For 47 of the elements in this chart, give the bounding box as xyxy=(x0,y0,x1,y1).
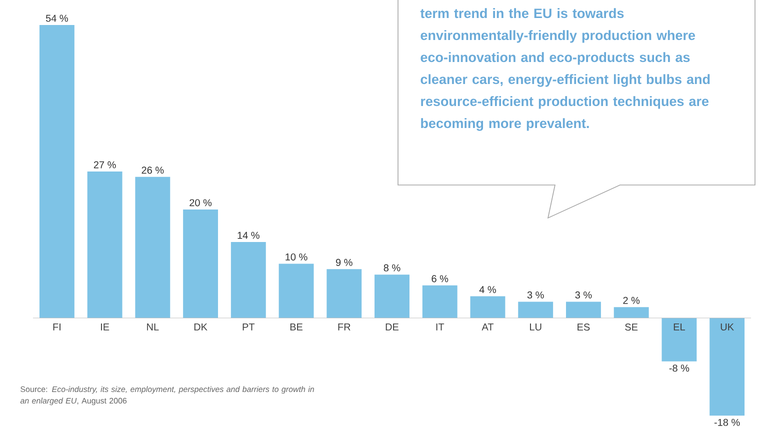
x-tick-label: FI xyxy=(53,324,60,330)
bar xyxy=(230,242,266,318)
data-label: -18 % xyxy=(714,418,740,426)
bar xyxy=(566,302,601,318)
bar xyxy=(135,176,170,318)
data-label: 8 % xyxy=(384,264,400,272)
x-tick-label: IT xyxy=(436,324,444,330)
bar xyxy=(662,318,697,362)
x-tick-label: DE xyxy=(386,324,399,330)
data-label: 9 % xyxy=(336,258,352,266)
x-tick-label: IE xyxy=(101,324,110,330)
data-label: 14 % xyxy=(238,232,260,239)
data-label: 27 % xyxy=(94,161,116,168)
data-label: 20 % xyxy=(190,199,212,206)
bar xyxy=(87,171,122,318)
annotation: term trend in the EU is towards environmentally-friendly production where eco-innovation and eco-products such as cleaner cars, energy-efficient light bulbs and resource-efficient production techniques are becoming more prevalent. xyxy=(420,8,710,131)
x-tick-label: UK xyxy=(720,324,734,330)
bar xyxy=(39,24,74,318)
x-tick-label: SE xyxy=(625,324,638,331)
data-label: 6 % xyxy=(432,275,448,282)
x-tick-label: AT xyxy=(482,324,494,330)
data-label: 2 % xyxy=(623,296,640,304)
data-label: -8 % xyxy=(669,364,690,372)
data-label: 54 % xyxy=(46,14,68,22)
x-tick-label: LU xyxy=(530,324,542,330)
bar xyxy=(614,307,649,318)
bar xyxy=(710,318,745,416)
x-tick-label: BE xyxy=(290,324,303,330)
data-label: 10 % xyxy=(286,253,308,261)
x-tick-label: ES xyxy=(578,324,590,331)
bar xyxy=(278,264,314,318)
data-label: 3 % xyxy=(575,291,592,299)
bar xyxy=(518,302,554,318)
data-label: 26 % xyxy=(142,166,164,174)
data-label: 3 % xyxy=(527,291,544,299)
x-tick-label: EL xyxy=(674,324,685,330)
x-tick-label: NL xyxy=(147,324,159,330)
x-tick-label: PT xyxy=(242,324,255,330)
x-tick-label: DK xyxy=(194,324,208,330)
x-tick-label: FR xyxy=(338,324,350,330)
bar xyxy=(326,269,362,318)
bar xyxy=(470,296,506,318)
bar xyxy=(374,274,410,318)
data-label: 4 % xyxy=(479,286,496,294)
bar xyxy=(422,285,458,318)
annotation: Source: Eco-industry, its size, employment, perspectives and barriers to growth in an enlarged EU, August 2006 xyxy=(20,386,314,406)
bar xyxy=(183,209,218,318)
